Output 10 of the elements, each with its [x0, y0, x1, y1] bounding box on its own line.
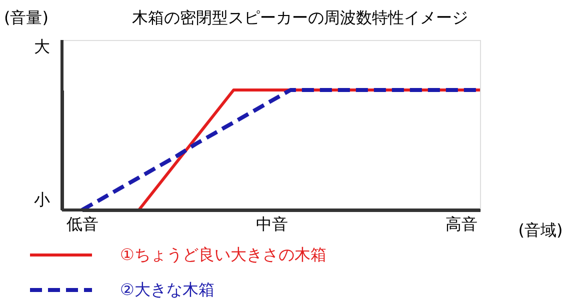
y-axis-title: (音量) [4, 8, 48, 27]
legend-label: ①ちょうど良い大きさの木箱 [120, 245, 326, 264]
x-tick-label: 中音 [256, 214, 288, 234]
legend-label: ②大きな木箱 [120, 280, 214, 299]
text: 大 [34, 37, 50, 56]
chart-title: 木箱の密閉型スピーカーの周波数特性イメージ [132, 8, 468, 27]
x-tick-label: 低音 [66, 214, 98, 234]
x-axis-title: (音域) [518, 220, 563, 240]
x-tick-label: 高音 [446, 214, 478, 234]
text: 小 [34, 190, 50, 209]
